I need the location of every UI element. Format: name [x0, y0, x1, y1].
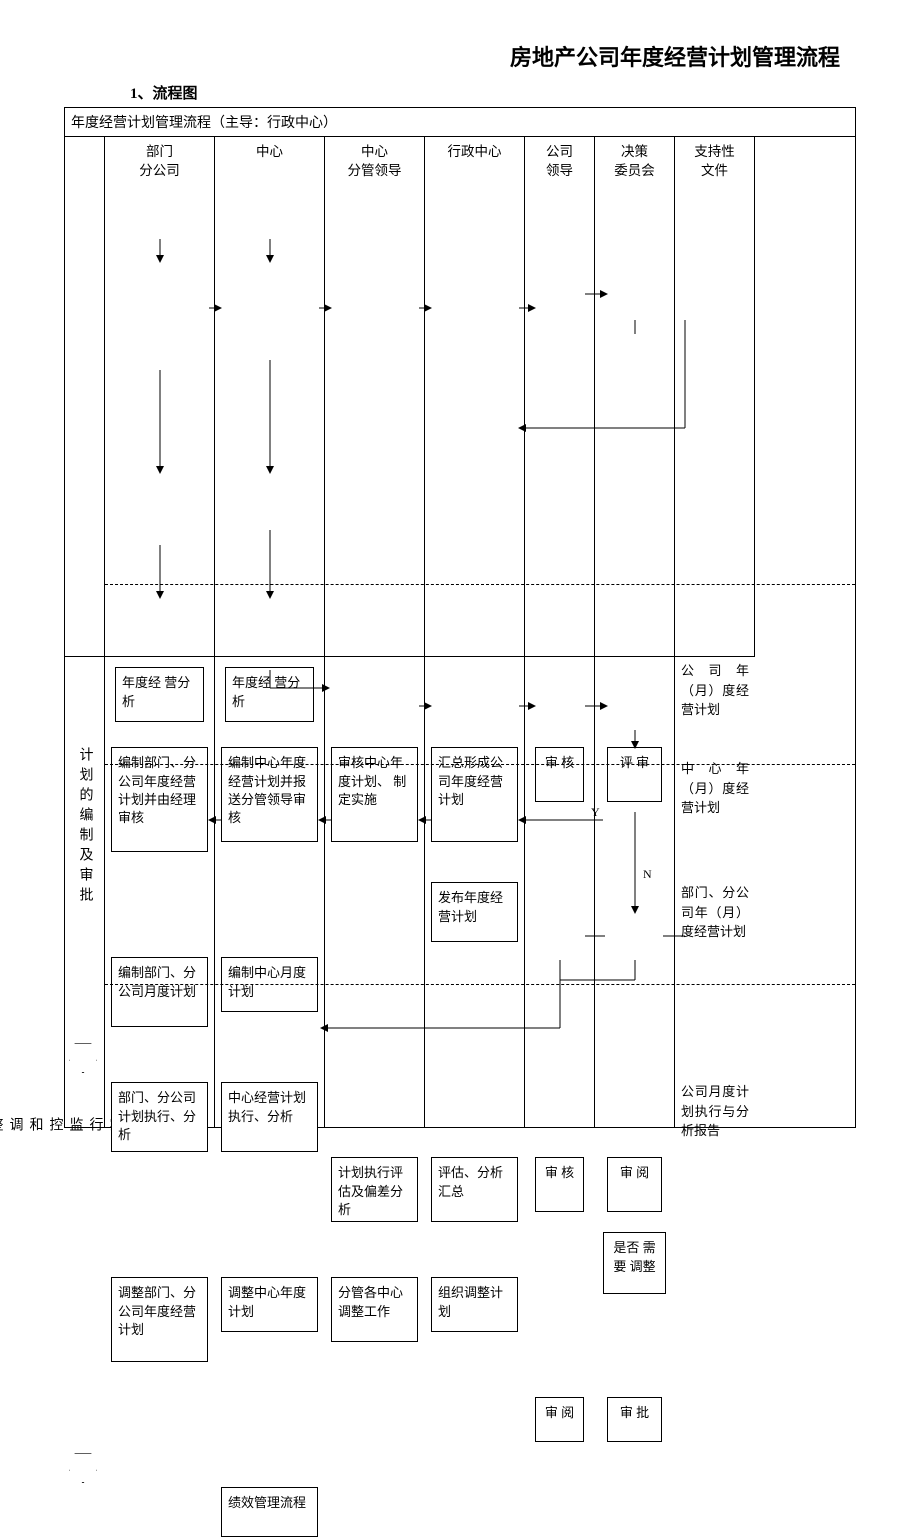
lane-header-admin: 行政中心 [425, 137, 525, 657]
box-admin-summarize: 汇总形成公司年度经营计划 [431, 747, 518, 842]
lane-header-phase [65, 137, 105, 657]
box-center-adjust: 调整中心年度计划 [221, 1277, 318, 1332]
box-leader-review-1: 审 核 [535, 747, 584, 802]
box-leader-review-2: 审 核 [535, 1157, 584, 1212]
box-committee-review-1: 评 审 [607, 747, 662, 802]
doc-company-plan: 公司年（月）度经营计划 [675, 661, 755, 720]
lane-header-committee: 决策 委员会 [595, 137, 675, 657]
chart-caption: 年度经营计划管理流程（主导：行政中心） [65, 108, 855, 137]
box-performance-process: 绩效管理流程 [221, 1487, 318, 1537]
box-exec-eval-variance: 计划执行评估及偏差分析 [331, 1157, 418, 1222]
lane-company-leader: 审 核 审 核 审 阅 [525, 657, 595, 1127]
box-review-center-plan: 审核中心年度计划、 制定实施 [331, 747, 418, 842]
phase-arrow-2-icon [69, 1453, 97, 1483]
phase-lane: 计划的编制及审批 计划的实行监控和调整 [65, 657, 105, 1127]
box-center-compile-annual: 编制中心年度经营计划并报送分管领导审核 [221, 747, 318, 842]
phase-arrow-1-icon [69, 1043, 97, 1073]
box-leader-adjust: 分管各中心调整工作 [331, 1277, 418, 1342]
box-center-exec-analyze: 中心经营计划执行、分析 [221, 1082, 318, 1152]
box-dept-annual-analysis: 年度经 营分析 [115, 667, 204, 722]
dashed-sep-3 [105, 984, 855, 985]
box-center-annual-analysis: 年度经 营分析 [225, 667, 314, 722]
box-committee-decision: 是否 需要 调整 [603, 1232, 666, 1294]
box-dept-adjust: 调整部门、分公司年度经营计划 [111, 1277, 208, 1362]
box-committee-approve: 审 批 [607, 1397, 662, 1442]
box-leader-review-3: 审 阅 [535, 1397, 584, 1442]
box-committee-read-1: 审 阅 [607, 1157, 662, 1212]
lane-docs: 公司年（月）度经营计划 中心年（月）度经营计划 部门、分公司年（月）度经营计划 … [675, 657, 755, 1127]
lane-header-center-leader: 中心 分管领导 [325, 137, 425, 657]
dashed-sep-2 [105, 764, 855, 765]
lane-header-dept: 部门 分公司 [105, 137, 215, 657]
lane-header-company-leader: 公司 领导 [525, 137, 595, 657]
box-admin-eval-summary: 评估、分析汇总 [431, 1157, 518, 1222]
doc-center-plan: 中心年（月）度经营计划 [675, 759, 755, 818]
doc-monthly-report: 公司月度计划执行与分析报告 [675, 1082, 755, 1141]
lane-header-center: 中心 [215, 137, 325, 657]
box-dept-compile-monthly: 编制部门、分公司月度计划 [111, 957, 208, 1027]
lane-admin: 汇总形成公司年度经营计划 发布年度经营计划 评估、分析汇总 组织调整计划 [425, 657, 525, 1127]
box-admin-org-adjust: 组织调整计划 [431, 1277, 518, 1332]
phase1-label: 计划的编制及审批 [75, 747, 95, 907]
lane-center: 年度经 营分析 编制中心年度经营计划并报送分管领导审核 编制中心月度计划 中心经… [215, 657, 325, 1127]
dashed-sep-1 [105, 584, 855, 585]
doc-dept-plan: 部门、分公司年（月）度经营计划 [675, 883, 755, 942]
lane-header-docs: 支持性 文件 [675, 137, 755, 657]
document-title: 房地产公司年度经营计划管理流程 [60, 40, 860, 72]
lane-dept: 年度经 营分析 编制部门、分公司年度经营计划并由经理审核 编制部门、分公司月度计… [105, 657, 215, 1127]
flowchart: 年度经营计划管理流程（主导：行政中心） 部门 分公司 中心 中心 分管领导 行政… [64, 107, 856, 1128]
section-number: 1、流程图 [130, 82, 860, 103]
box-admin-publish: 发布年度经营计划 [431, 882, 518, 942]
lane-committee: 评 审 审 阅 是否 需要 调整 审 批 [595, 657, 675, 1127]
lane-center-leader: 审核中心年度计划、 制定实施 计划执行评估及偏差分析 分管各中心调整工作 [325, 657, 425, 1127]
swimlane-grid: 部门 分公司 中心 中心 分管领导 行政中心 公司 领导 决策 委员会 支持性 … [65, 137, 855, 1127]
box-dept-exec-analyze: 部门、分公司计划执行、分析 [111, 1082, 208, 1152]
